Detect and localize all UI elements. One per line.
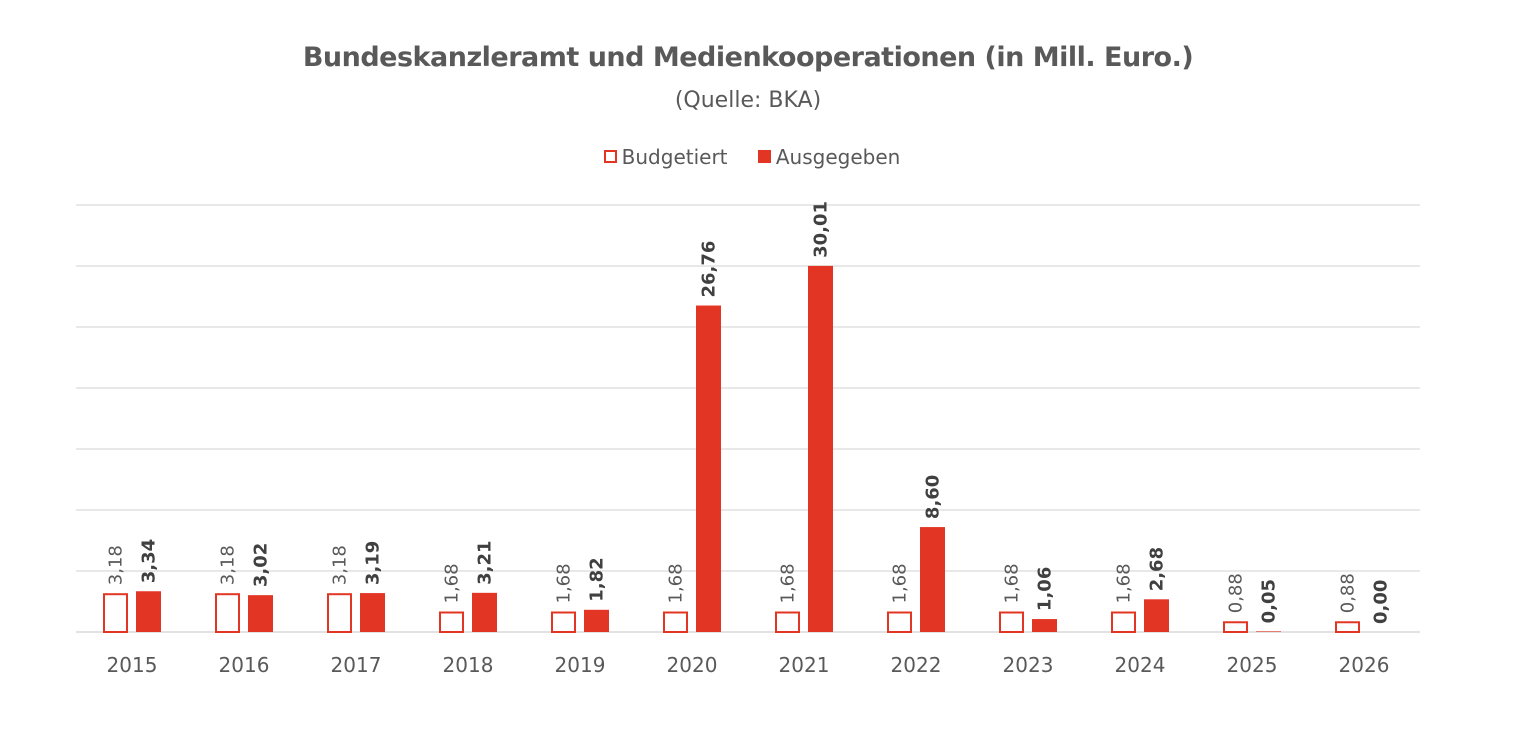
data-label-budgetiert: 1,68 <box>890 563 911 603</box>
legend-label-budgetiert: Budgetiert <box>621 144 728 169</box>
bar-ausgegeben <box>360 593 385 632</box>
bar-budgetiert <box>1335 621 1360 633</box>
data-label-ausgegeben: 3,19 <box>363 541 384 585</box>
bar-budgetiert <box>775 611 800 634</box>
legend-swatch-ausgegeben <box>757 150 771 163</box>
x-tick-label: 2022 <box>891 653 942 677</box>
data-label-budgetiert: 0,88 <box>1338 573 1359 613</box>
bar-budgetiert <box>1111 611 1136 634</box>
bar-ausgegeben <box>1256 631 1281 632</box>
data-label-budgetiert: 3,18 <box>106 545 127 585</box>
data-label-ausgegeben: 0,05 <box>1259 579 1280 623</box>
bar-ausgegeben <box>920 527 945 632</box>
data-label-budgetiert: 1,68 <box>442 563 463 603</box>
x-tick-label: 2019 <box>555 653 606 677</box>
data-label-ausgegeben: 30,01 <box>811 201 832 258</box>
bar-budgetiert <box>439 611 464 634</box>
bar-budgetiert <box>215 593 240 633</box>
bar-ausgegeben <box>1032 619 1057 632</box>
x-tick-label: 2016 <box>219 653 270 677</box>
bar-ausgegeben <box>472 592 497 632</box>
bar-budgetiert <box>887 611 912 634</box>
bar-ausgegeben <box>248 595 273 632</box>
data-label-ausgegeben: 2,68 <box>1147 547 1168 591</box>
data-label-ausgegeben: 3,21 <box>475 540 496 584</box>
chart-title: Bundeskanzleramt und Medienkooperationen… <box>302 42 1194 73</box>
x-tick-label: 2015 <box>107 653 158 677</box>
data-label-ausgegeben: 3,02 <box>251 543 272 587</box>
x-tick-label: 2017 <box>331 653 382 677</box>
data-label-budgetiert: 3,18 <box>330 545 351 585</box>
data-label-budgetiert: 1,68 <box>554 563 575 603</box>
data-label-ausgegeben: 26,76 <box>699 241 720 298</box>
data-label-ausgegeben: 1,82 <box>587 557 608 601</box>
bar-ausgegeben <box>136 591 161 632</box>
x-tick-label: 2026 <box>1339 653 1390 677</box>
data-label-budgetiert: 0,88 <box>1226 573 1247 613</box>
bar-ausgegeben <box>696 305 721 632</box>
bar-ausgegeben <box>584 609 609 632</box>
data-label-budgetiert: 1,68 <box>778 563 799 603</box>
data-label-budgetiert: 1,68 <box>666 563 687 603</box>
x-tick-label: 2018 <box>443 653 494 677</box>
bar-budgetiert <box>327 593 352 633</box>
legend-item-ausgegeben: Ausgegeben <box>757 144 901 169</box>
bar-ausgegeben <box>1144 599 1169 632</box>
x-tick-label: 2023 <box>1003 653 1054 677</box>
x-tick-label: 2021 <box>779 653 830 677</box>
legend-swatch-budgetiert <box>603 150 617 163</box>
x-tick-label: 2024 <box>1115 653 1166 677</box>
legend-item-budgetiert: Budgetiert <box>603 144 728 169</box>
bar-budgetiert <box>551 611 576 634</box>
data-label-budgetiert: 1,68 <box>1114 563 1135 603</box>
data-label-ausgegeben: 3,34 <box>139 539 160 583</box>
bar-budgetiert <box>1223 621 1248 633</box>
bar-budgetiert <box>663 611 688 634</box>
data-label-ausgegeben: 1,06 <box>1035 567 1056 611</box>
chart-subtitle: (Quelle: BKA) <box>674 88 822 113</box>
bar-ausgegeben <box>808 265 833 632</box>
data-label-budgetiert: 1,68 <box>1002 563 1023 603</box>
data-label-ausgegeben: 0,00 <box>1371 580 1392 624</box>
legend-label-ausgegeben: Ausgegeben <box>775 144 901 169</box>
x-tick-label: 2025 <box>1227 653 1278 677</box>
data-label-ausgegeben: 8,60 <box>923 475 944 519</box>
data-label-budgetiert: 3,18 <box>218 545 239 585</box>
legend: Budgetiert Ausgegeben <box>0 144 1504 169</box>
x-tick-label: 2020 <box>667 653 718 677</box>
bar-budgetiert <box>999 611 1024 634</box>
bar-budgetiert <box>103 593 128 633</box>
